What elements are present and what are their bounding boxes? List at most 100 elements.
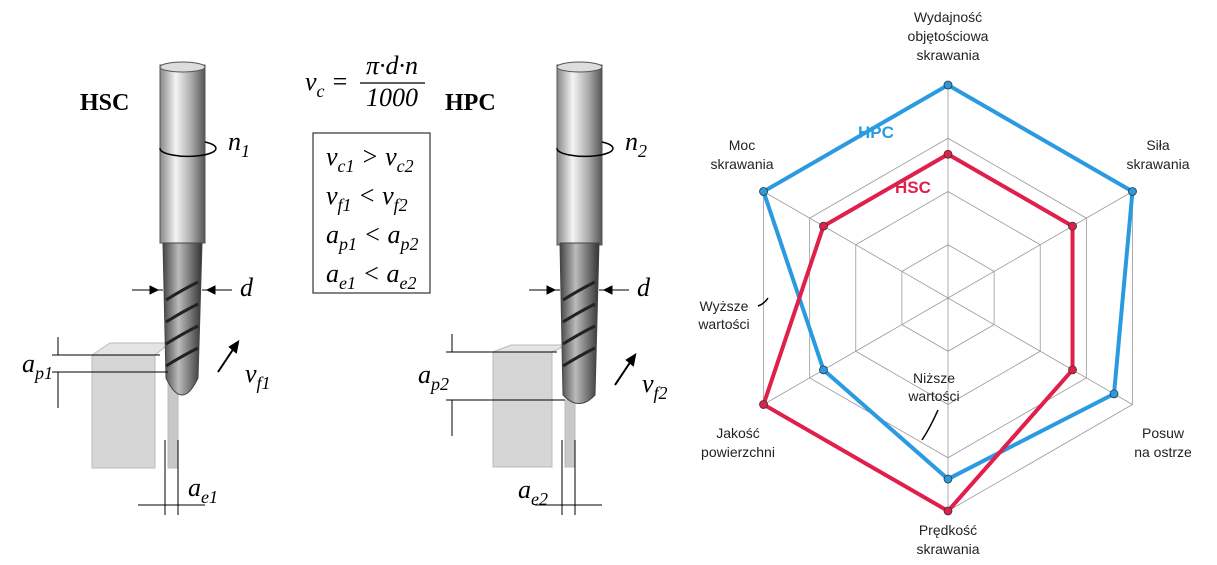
vertex-marker <box>1069 366 1077 374</box>
rotation-label: n1 <box>228 127 250 161</box>
vertex-marker <box>944 507 952 515</box>
axis-label: objętościowa <box>908 28 989 44</box>
series-label: HPC <box>858 123 894 142</box>
vertex-marker <box>1128 188 1136 196</box>
relation: ae1 < ae2 <box>326 259 417 293</box>
formula-lhs: vc = <box>305 67 349 101</box>
axis-label: skrawania <box>916 47 979 63</box>
vertex-marker <box>1069 222 1077 230</box>
subscript: f2 <box>394 195 408 215</box>
text-part: < a <box>356 259 400 288</box>
subscript: 2 <box>638 141 647 161</box>
text-part: a <box>418 360 431 389</box>
shank-top <box>557 62 602 72</box>
vertex-marker <box>819 222 827 230</box>
axis-label: Siła <box>1146 137 1170 153</box>
relation: vf1 < vf2 <box>326 181 408 215</box>
text-part: v <box>326 181 338 210</box>
feed-label: vf1 <box>245 359 271 393</box>
vertex-marker <box>944 475 952 483</box>
subscript: f2 <box>654 383 668 403</box>
axis-label: Moc <box>729 137 755 153</box>
subscript: e2 <box>531 489 548 509</box>
annotation: Wyższe <box>700 298 749 314</box>
page: HSCn1dap1vf1ae1HPCn2dap2vf2ae2vc =π·d·n1… <box>0 0 1217 565</box>
workpiece <box>493 352 552 467</box>
vertex-marker <box>760 188 768 196</box>
axis-label: skrawania <box>1126 156 1189 172</box>
diameter-label: d <box>240 273 254 302</box>
subscript: e1 <box>201 487 218 507</box>
subscript: p1 <box>33 363 53 383</box>
subscript: p1 <box>337 234 357 254</box>
text-part: n <box>228 127 241 156</box>
cutter <box>560 243 599 404</box>
text-part: a <box>22 349 35 378</box>
workpiece-top <box>493 345 567 352</box>
shank <box>557 65 602 245</box>
depth-label: ap2 <box>418 360 449 394</box>
axis-label: skrawania <box>916 541 979 557</box>
text-part: a <box>326 220 339 249</box>
axis-label: Posuw <box>1142 425 1185 441</box>
text-part: a <box>518 475 531 504</box>
subscript: p2 <box>399 234 419 254</box>
diameter-label: d <box>637 273 651 302</box>
axis-label: na ostrze <box>1134 444 1192 460</box>
feed-arrow <box>218 342 238 372</box>
vertex-marker <box>819 366 827 374</box>
tool-hsc <box>52 62 238 515</box>
axis-label: Wydajność <box>914 9 982 25</box>
relation: vc1 > vc2 <box>326 142 414 176</box>
vertex-marker <box>1110 390 1118 398</box>
rotation-label: n2 <box>625 127 647 161</box>
subscript: 1 <box>241 141 250 161</box>
subscript: f1 <box>257 373 271 393</box>
text-part: a <box>188 473 201 502</box>
formula-denominator: 1000 <box>366 83 418 112</box>
subscript: c2 <box>397 156 414 176</box>
text-part: v <box>245 359 257 388</box>
width-label: ae1 <box>188 473 218 507</box>
axis-label: powierzchni <box>701 444 775 460</box>
text-part: a <box>326 259 339 288</box>
workpiece-top <box>92 343 170 355</box>
relation: ap1 < ap2 <box>326 220 419 254</box>
subscript: c <box>317 81 325 101</box>
feed-label: vf2 <box>642 369 668 403</box>
series-label: HSC <box>895 178 931 197</box>
text-part: v <box>305 67 317 96</box>
depth-label: ap1 <box>22 349 53 383</box>
axis-label: Prędkość <box>919 522 977 538</box>
text-part: v <box>326 142 338 171</box>
text-part: n <box>625 127 638 156</box>
subscript: f1 <box>338 195 352 215</box>
annotation: wartości <box>907 388 959 404</box>
text-part: < v <box>352 181 395 210</box>
vertex-marker <box>944 81 952 89</box>
annotation-leader <box>922 410 938 440</box>
annotation-leader <box>758 298 768 306</box>
formula-numerator: π·d·n <box>366 51 418 80</box>
annotation: wartości <box>697 316 749 332</box>
subscript: e1 <box>339 273 356 293</box>
tool-hpc <box>446 62 635 515</box>
subscript: p2 <box>429 374 449 394</box>
shank-top <box>160 62 205 72</box>
subscript: c1 <box>338 156 355 176</box>
subscript: e2 <box>400 273 417 293</box>
annotation: Niższe <box>913 370 955 386</box>
text-part: > v <box>355 142 398 171</box>
axis-label: skrawania <box>710 156 773 172</box>
feed-arrow <box>615 355 635 385</box>
text-part: < a <box>357 220 401 249</box>
text-part: = <box>325 67 349 96</box>
vertex-marker <box>944 150 952 158</box>
text-part: v <box>642 369 654 398</box>
workpiece-side <box>565 400 575 467</box>
tool-title: HSC <box>80 90 129 116</box>
axis-label: Jakość <box>716 425 760 441</box>
vertex-marker <box>760 401 768 409</box>
width-label: ae2 <box>518 475 548 509</box>
tool-title: HPC <box>445 90 496 116</box>
